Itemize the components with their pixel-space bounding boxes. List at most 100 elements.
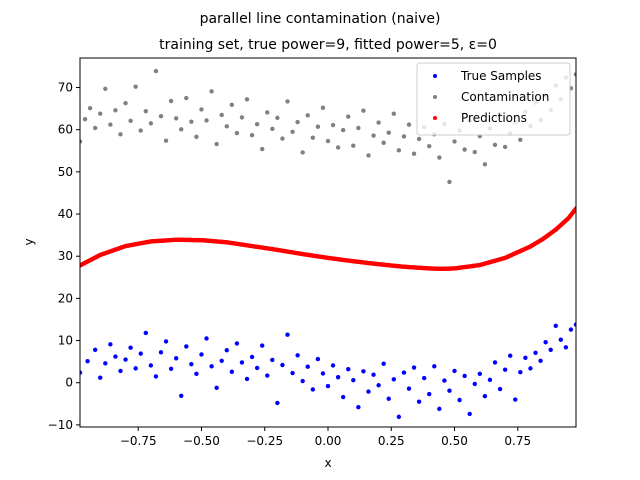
contamination-point	[265, 110, 270, 115]
true-samples-point	[103, 361, 108, 366]
true-samples-point	[457, 397, 462, 403]
contamination-point	[234, 130, 240, 136]
y-tick-label: 30	[58, 249, 73, 263]
contamination-point	[366, 153, 371, 158]
true-samples-point	[98, 375, 103, 380]
true-samples-point	[406, 386, 412, 391]
true-samples-point	[477, 371, 483, 377]
y-tick-label: 40	[58, 207, 73, 221]
contamination-point	[148, 121, 154, 126]
true-samples-point	[219, 358, 224, 363]
contamination-point	[163, 138, 169, 143]
y-tick-label: 60	[58, 123, 73, 137]
contamination-point	[199, 107, 204, 112]
contamination-point	[123, 100, 128, 106]
contamination-point	[280, 136, 285, 141]
true-samples-point	[113, 354, 118, 359]
true-samples-point	[123, 357, 128, 362]
true-samples-point	[310, 387, 316, 392]
true-samples-point	[548, 347, 553, 353]
true-samples-point	[543, 340, 548, 345]
contamination-point	[224, 124, 229, 129]
true-samples-point	[492, 360, 498, 365]
true-samples-point	[366, 389, 371, 394]
contamination-point	[482, 162, 488, 167]
true-samples-point	[275, 400, 280, 406]
contamination-point	[386, 130, 391, 135]
contamination-point	[87, 105, 93, 111]
contamination-point	[330, 122, 336, 128]
legend-marker-predictions	[433, 116, 437, 120]
contamination-point	[452, 139, 457, 144]
contamination-point	[194, 134, 199, 140]
contamination-point	[92, 125, 98, 131]
contamination-point	[401, 134, 407, 139]
legend-label-contamination: Contamination	[461, 90, 549, 104]
y-tick-label: −10	[48, 418, 73, 432]
x-tick-label: −0.75	[120, 434, 157, 448]
true-samples-point	[173, 356, 179, 361]
true-samples-point	[85, 359, 90, 364]
contamination-point	[204, 118, 209, 123]
y-tick-label: 20	[58, 291, 73, 305]
x-tick-label: 0.00	[315, 434, 342, 448]
true-samples-point	[330, 363, 336, 368]
contamination-point	[209, 89, 214, 94]
true-samples-point	[325, 383, 331, 389]
contamination-point	[270, 126, 275, 132]
contamination-point	[82, 116, 88, 122]
true-samples-point	[528, 366, 533, 371]
contamination-point	[229, 102, 235, 108]
true-samples-point	[194, 371, 199, 377]
contamination-point	[325, 138, 331, 144]
contamination-point	[118, 132, 123, 137]
true-samples-point	[148, 363, 154, 368]
true-samples-point	[381, 361, 386, 366]
contamination-point	[502, 144, 508, 150]
true-samples-point	[133, 366, 138, 371]
contamination-point	[98, 111, 103, 116]
prediction-point	[573, 206, 576, 211]
contamination-point	[260, 146, 265, 152]
contamination-point	[346, 114, 351, 119]
true-samples-point	[265, 373, 270, 378]
true-samples-point	[209, 364, 214, 369]
legend-box	[416, 62, 571, 136]
contamination-point	[153, 68, 159, 74]
contamination-point	[168, 98, 174, 104]
true-samples-point	[118, 368, 123, 374]
contamination-point	[376, 120, 381, 125]
contamination-point	[128, 118, 133, 124]
true-samples-point	[254, 365, 260, 371]
y-axis-label: y	[22, 238, 36, 245]
true-samples-point	[260, 343, 265, 348]
x-axis: −0.75 −0.50 −0.25 0.00 0.25 0.50 0.75	[120, 427, 531, 448]
x-tick-label: −0.25	[246, 434, 283, 448]
contamination-point	[371, 133, 376, 138]
true-samples-point	[285, 332, 290, 337]
true-samples-point	[204, 336, 209, 341]
true-samples-point	[452, 368, 457, 374]
true-samples-point	[427, 391, 432, 397]
true-samples-point	[518, 369, 523, 375]
true-samples-point	[92, 347, 98, 353]
true-samples-point	[128, 345, 133, 350]
contamination-point	[356, 125, 361, 131]
true-samples-point	[340, 394, 346, 400]
contamination-point	[320, 105, 326, 110]
x-tick-label: 0.75	[504, 434, 531, 448]
y-tick-label: 50	[58, 165, 73, 179]
contamination-point	[254, 122, 260, 127]
true-samples-point	[487, 377, 493, 382]
true-samples-point	[295, 353, 300, 358]
y-tick-label: 0	[65, 376, 73, 390]
contamination-point	[310, 135, 316, 140]
legend-marker-true-samples	[433, 74, 437, 78]
true-samples-point	[320, 371, 326, 376]
contamination-point	[472, 149, 477, 155]
true-samples-point	[224, 348, 229, 353]
true-samples-point	[568, 327, 574, 332]
true-samples-point	[513, 397, 518, 402]
contamination-point	[189, 119, 194, 124]
